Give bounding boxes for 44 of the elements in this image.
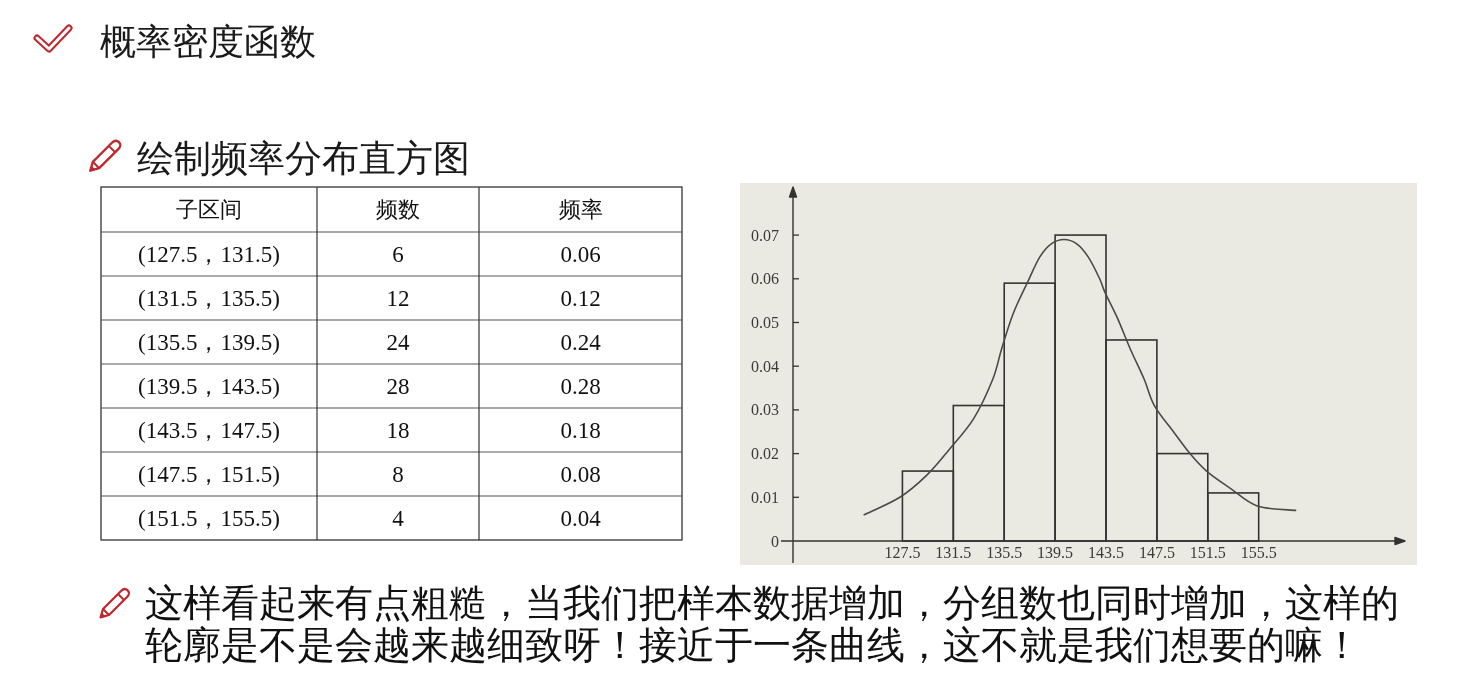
x-tick-label: 135.5: [986, 543, 1023, 561]
text: 频率: [558, 197, 603, 222]
x-tick-label: 143.5: [1088, 543, 1124, 561]
data-label: 4: [392, 505, 405, 531]
data-label: 8: [392, 461, 404, 487]
data-label: 0.06: [560, 241, 601, 267]
data-label: 0.28: [560, 373, 601, 399]
category-label: (143.5，147.5): [138, 417, 280, 443]
data-label: 6: [392, 241, 404, 267]
category-label: (139.5，143.5): [138, 373, 280, 399]
text: 这样看起来有点粗糙，当我们把样本数据增加，分组数也同时增加，这样的轮廓是不是会越来越细致呀！接近于一条曲线，这不就是我们想要的嘛！: [145, 581, 1399, 667]
data-label: 0.08: [560, 461, 601, 487]
y-tick-label: 0.01: [751, 488, 779, 506]
category-label: (131.5，135.5): [138, 285, 280, 311]
category-label: (135.5，139.5): [138, 329, 280, 355]
y-tick-label: 0.02: [751, 445, 779, 463]
data-label: 28: [386, 373, 410, 399]
data-label: 0.12: [560, 285, 601, 311]
x-tick-label: 131.5: [935, 543, 972, 561]
x-tick-label: 151.5: [1189, 543, 1226, 561]
text: 子区间: [176, 197, 242, 222]
line-series: [863, 238, 1297, 516]
y-tick-label: 0.03: [751, 401, 779, 419]
text: 频数: [376, 197, 420, 222]
category-label: (151.5，155.5): [138, 505, 280, 531]
data-label: 18: [386, 417, 410, 443]
category-label: (127.5，131.5): [138, 241, 280, 267]
category-label: (147.5，151.5): [138, 461, 280, 487]
y-tick-label: 0.06: [751, 270, 779, 288]
data-label: 12: [386, 285, 410, 311]
x-tick-label: 127.5: [884, 543, 921, 561]
data-label: 24: [386, 329, 410, 355]
y-tick-label: 0.04: [751, 357, 779, 375]
data-label: 0.24: [560, 329, 602, 355]
y-tick-label: 0: [771, 532, 779, 550]
x-tick-label: 147.5: [1138, 543, 1175, 561]
text: 概率密度函数: [100, 21, 316, 62]
x-tick-label: 139.5: [1037, 543, 1074, 561]
x-tick-label: 155.5: [1240, 543, 1277, 561]
data-label: 0.18: [560, 417, 601, 443]
data-label: 0.04: [560, 505, 602, 531]
y-tick-label: 0.05: [751, 313, 779, 331]
text: 绘制频率分布直方图: [137, 137, 470, 180]
y-tick-label: 0.07: [751, 226, 779, 244]
